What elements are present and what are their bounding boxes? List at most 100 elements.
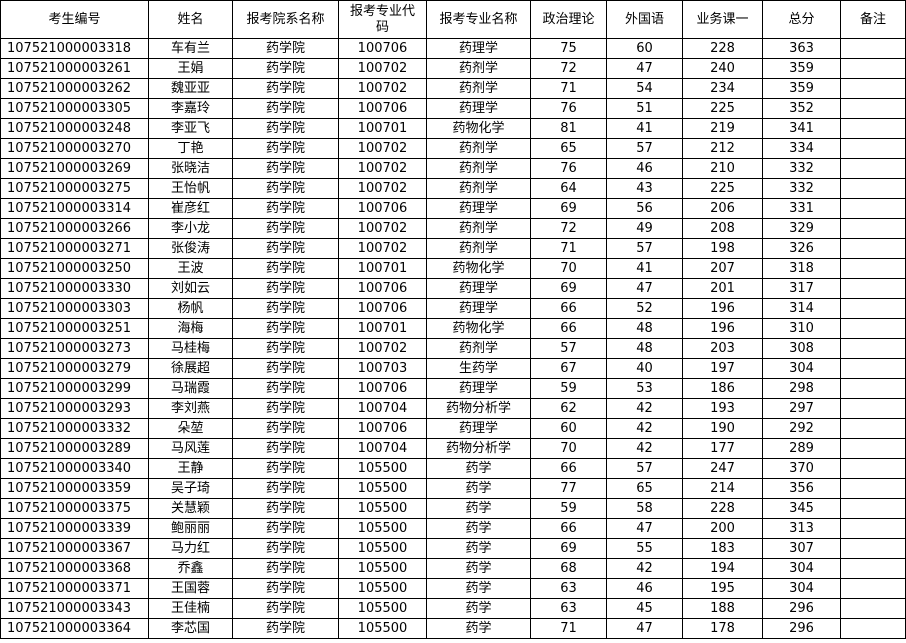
table-cell: 107521000003330 [0, 278, 149, 299]
empty-cell [840, 358, 906, 379]
table-cell: 197 [682, 358, 763, 379]
table-cell: 107521000003275 [0, 178, 149, 199]
header-cell: 报考专业名称 [426, 0, 531, 39]
table-cell: 张晓洁 [148, 158, 233, 179]
table-cell: 105500 [338, 478, 427, 499]
table-cell: 马瑞霞 [148, 378, 233, 399]
table-cell: 42 [606, 438, 683, 459]
table-cell: 57 [606, 138, 683, 159]
table-cell: 51 [606, 98, 683, 119]
table-cell: 60 [606, 38, 683, 59]
table-cell: 100706 [338, 98, 427, 119]
table-cell: 药学院 [232, 358, 339, 379]
table-cell: 62 [530, 398, 607, 419]
header-text: 姓名 [177, 11, 204, 27]
header-text: 备注 [859, 11, 886, 27]
table-cell: 60 [530, 418, 607, 439]
table-cell: 刘如云 [148, 278, 233, 299]
table-cell: 67 [530, 358, 607, 379]
table-cell: 356 [762, 478, 841, 499]
table-cell: 240 [682, 58, 763, 79]
table-cell: 100702 [338, 238, 427, 259]
table-cell: 107521000003340 [0, 458, 149, 479]
table-cell: 214 [682, 478, 763, 499]
table-cell: 药剂学 [426, 78, 531, 99]
table-cell: 药学院 [232, 178, 339, 199]
table-row: 107521000003289 马风莲 药学院 100704 药物分析学 70 42 177 2… [0, 438, 906, 459]
table-cell: 105500 [338, 538, 427, 559]
table-cell: 359 [762, 78, 841, 99]
table-cell: 药学院 [232, 398, 339, 419]
table-cell: 107521000003273 [0, 338, 149, 359]
table-cell: 107521000003368 [0, 558, 149, 579]
table-cell: 药学 [426, 498, 531, 519]
table-row: 107521000003371 王国蓉 药学院 105500 药学 63 46 195 304 [0, 578, 906, 599]
table-cell: 药剂学 [426, 58, 531, 79]
table-cell: 107521000003299 [0, 378, 149, 399]
table-cell: 107521000003305 [0, 98, 149, 119]
table-cell: 药学院 [232, 158, 339, 179]
table-cell: 195 [682, 578, 763, 599]
table-cell: 178 [682, 618, 763, 639]
table-cell: 317 [762, 278, 841, 299]
table-cell: 193 [682, 398, 763, 419]
table-cell: 药学院 [232, 438, 339, 459]
table-cell: 107521000003270 [0, 138, 149, 159]
table-cell: 219 [682, 118, 763, 139]
table-cell: 王波 [148, 258, 233, 279]
header-cell: 外国语 [606, 0, 683, 39]
table-cell: 107521000003293 [0, 398, 149, 419]
table-cell: 59 [530, 498, 607, 519]
table-cell: 47 [606, 618, 683, 639]
table-cell: 53 [606, 378, 683, 399]
table-cell: 药学 [426, 478, 531, 499]
table-row: 107521000003269 张晓洁 药学院 100702 药剂学 76 46 210 332 [0, 158, 906, 179]
table-header: 考生编号 姓名 报考院系名称 报考专业代码 报考专业名称 政治理论 外国语 业务课一 总分 备注 [0, 0, 906, 39]
table-cell: 海梅 [148, 318, 233, 339]
table-cell: 107521000003279 [0, 358, 149, 379]
table-cell: 63 [530, 578, 607, 599]
table-cell: 丁艳 [148, 138, 233, 159]
table-cell: 198 [682, 238, 763, 259]
table-cell: 药学院 [232, 418, 339, 439]
header-text: 考生编号 [48, 11, 101, 27]
table-cell: 212 [682, 138, 763, 159]
empty-cell [840, 258, 906, 279]
table-cell: 药理学 [426, 298, 531, 319]
table-cell: 车有兰 [148, 38, 233, 59]
table-cell: 307 [762, 538, 841, 559]
table-cell: 107521000003343 [0, 598, 149, 619]
table-cell: 70 [530, 438, 607, 459]
table-cell: 56 [606, 198, 683, 219]
table-row: 107521000003303 杨帆 药学院 100706 药理学 66 52 196 314 [0, 298, 906, 319]
table-cell: 药学院 [232, 118, 339, 139]
empty-cell [840, 378, 906, 399]
table-cell: 药理学 [426, 278, 531, 299]
header-cell: 政治理论 [530, 0, 607, 39]
table-cell: 105500 [338, 458, 427, 479]
table-cell: 药学院 [232, 98, 339, 119]
header-cell: 备注 [840, 0, 906, 39]
table-row: 107521000003271 张俊涛 药学院 100702 药剂学 71 57 198 326 [0, 238, 906, 259]
table-cell: 107521000003248 [0, 118, 149, 139]
header-cell: 考生编号 [0, 0, 149, 39]
table-row: 107521000003293 李刘燕 药学院 100704 药物分析学 62 42 193 2… [0, 398, 906, 419]
table-row: 107521000003270 丁艳 药学院 100702 药剂学 65 57 212 334 [0, 138, 906, 159]
table-cell: 生药学 [426, 358, 531, 379]
table-cell: 药理学 [426, 98, 531, 119]
table-cell: 王怡帆 [148, 178, 233, 199]
table-cell: 药物分析学 [426, 438, 531, 459]
header-text: 总分 [788, 11, 815, 27]
table-cell: 药理学 [426, 38, 531, 59]
table-cell: 100704 [338, 398, 427, 419]
table-cell: 药理学 [426, 378, 531, 399]
table-cell: 107521000003359 [0, 478, 149, 499]
table-cell: 107521000003364 [0, 618, 149, 639]
table-cell: 52 [606, 298, 683, 319]
table-row: 107521000003367 马力红 药学院 105500 药学 69 55 183 307 [0, 538, 906, 559]
table-cell: 48 [606, 338, 683, 359]
table-cell: 药剂学 [426, 338, 531, 359]
table-cell: 100702 [338, 58, 427, 79]
table-cell: 332 [762, 178, 841, 199]
